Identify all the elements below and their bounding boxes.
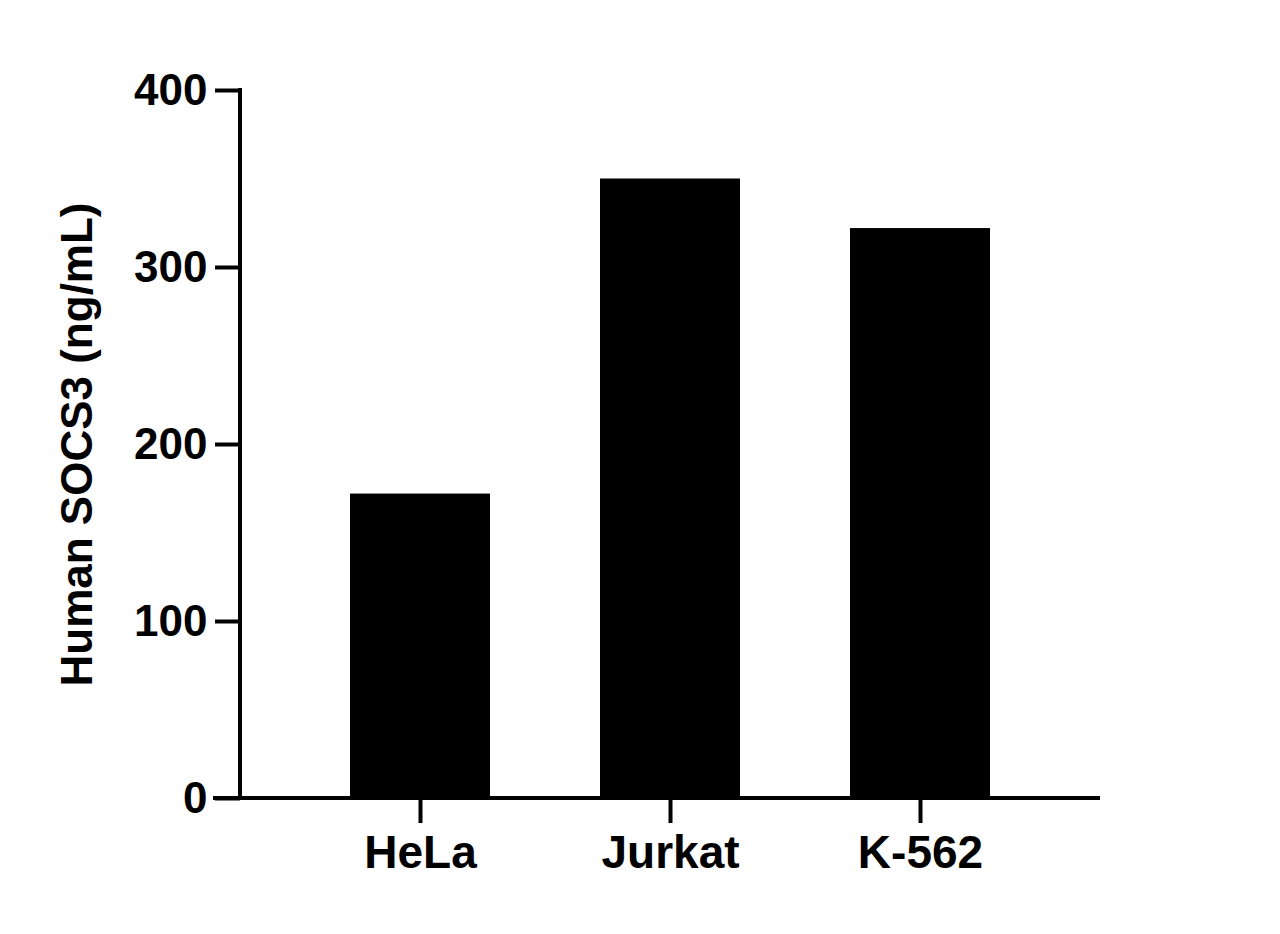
svg-text:400: 400 bbox=[134, 65, 207, 114]
svg-text:100: 100 bbox=[134, 596, 207, 645]
svg-text:HeLa: HeLa bbox=[364, 826, 477, 878]
svg-text:Human SOCS3 (ng/mL): Human SOCS3 (ng/mL) bbox=[52, 202, 101, 686]
svg-text:K-562: K-562 bbox=[858, 826, 983, 878]
svg-text:300: 300 bbox=[134, 242, 207, 291]
svg-text:0: 0 bbox=[183, 773, 207, 822]
svg-text:200: 200 bbox=[134, 419, 207, 468]
svg-text:Jurkat: Jurkat bbox=[601, 826, 739, 878]
